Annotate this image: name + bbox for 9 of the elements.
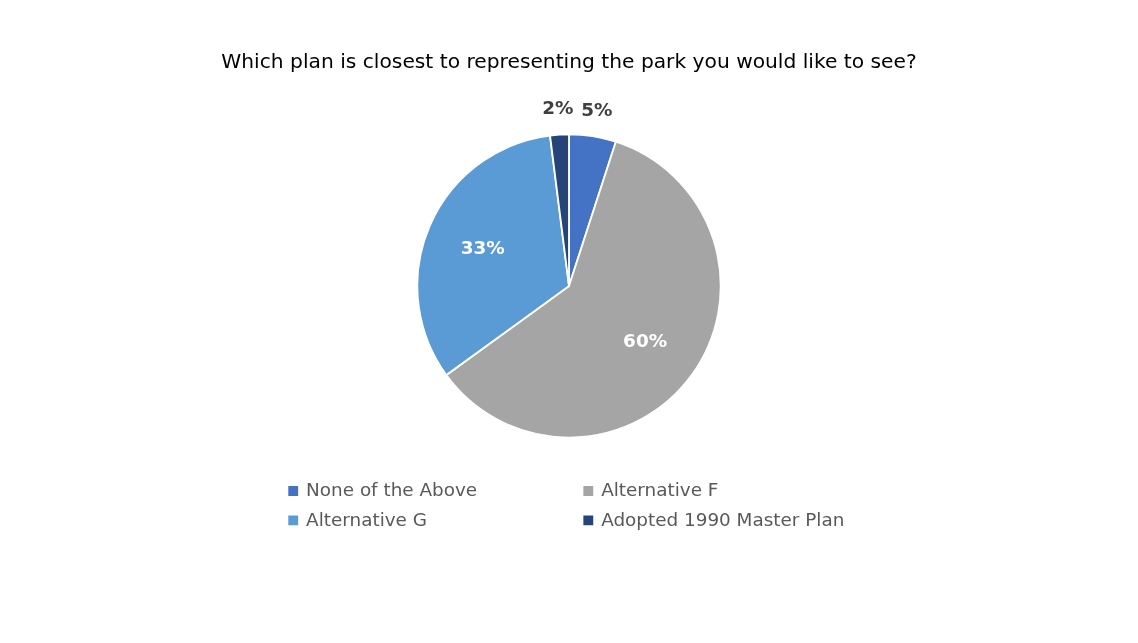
- legend-label: Adopted 1990 Master Plan: [601, 508, 845, 530]
- legend-label: None of the Above: [306, 479, 478, 501]
- data-label: 2%: [542, 97, 574, 119]
- legend-label: Alternative G: [306, 508, 428, 530]
- data-label: 33%: [460, 237, 505, 259]
- chart-title: Which plan is closest to representing the park you would like to see?: [221, 48, 917, 73]
- legend-label: Alternative F: [601, 479, 719, 501]
- data-label: 5%: [581, 99, 613, 121]
- data-label: 60%: [623, 329, 668, 351]
